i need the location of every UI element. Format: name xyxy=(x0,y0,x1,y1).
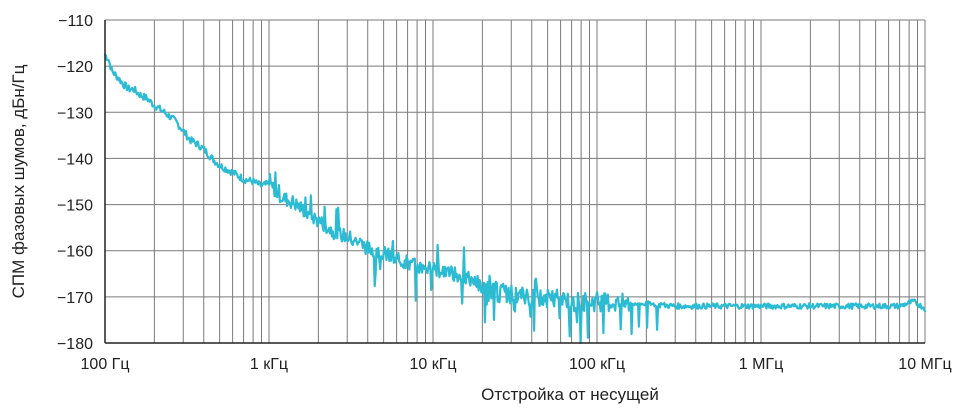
x-axis-title: Отстройка от несущей xyxy=(481,385,659,404)
y-tick-label: −120 xyxy=(57,59,93,76)
x-tick-label: 10 МГц xyxy=(898,356,951,373)
x-tick-label: 10 кГц xyxy=(409,356,456,373)
x-tick-label: 1 кГц xyxy=(250,356,288,373)
y-tick-label: −140 xyxy=(57,151,93,168)
x-tick-label: 100 Гц xyxy=(81,356,130,373)
grid xyxy=(104,19,926,344)
y-tick-label: −130 xyxy=(57,105,93,122)
y-tick-label: −110 xyxy=(58,13,93,30)
x-tick-label: 100 кГц xyxy=(569,356,625,373)
y-tick-label: −160 xyxy=(57,244,93,261)
y-tick-label: −180 xyxy=(57,336,93,353)
series-line-phase-noise xyxy=(103,53,927,345)
y-tick-labels: −110 −120 −130 −140 −150 −160 −170 −180 xyxy=(57,13,93,353)
y-tick-label: −150 xyxy=(57,198,93,215)
x-tick-labels: 100 Гц 1 кГц 10 кГц 100 кГц 1 МГц 10 МГц xyxy=(81,356,952,373)
x-tick-label: 1 МГц xyxy=(739,356,784,373)
y-tick-label: −170 xyxy=(57,290,93,307)
y-axis-title: СПМ фазовых шумов, дБн/Гц xyxy=(9,64,28,298)
